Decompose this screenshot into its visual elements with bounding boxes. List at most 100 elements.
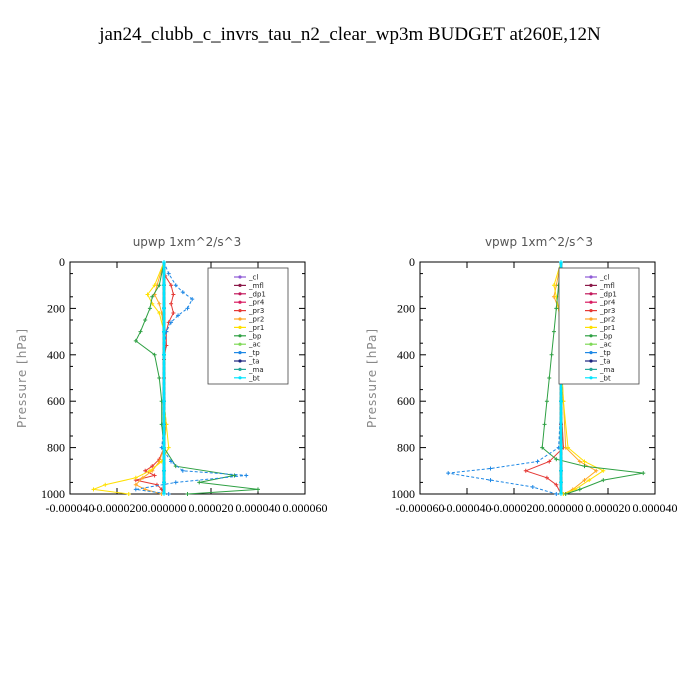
upwp-point-pr3 bbox=[169, 283, 174, 288]
upwp-point-bp bbox=[157, 376, 162, 380]
vpwp-point-bt bbox=[559, 445, 563, 450]
upwp-point-tp bbox=[173, 283, 178, 288]
vpwp-point-bp bbox=[641, 471, 646, 476]
upwp-legend-label-pr2: _pr2 bbox=[248, 316, 264, 324]
vpwp-point-bp bbox=[549, 352, 554, 357]
upwp-xtick-label: 0.000020 bbox=[189, 501, 234, 515]
vpwp-point-bt bbox=[559, 399, 563, 404]
vpwp-point-bp bbox=[577, 487, 582, 492]
upwp-point-bt bbox=[162, 445, 166, 450]
upwp-legend-label-mfl: _mfl bbox=[248, 282, 264, 290]
vpwp-xtick-label: -0.000020 bbox=[490, 501, 539, 515]
upwp-point-bt bbox=[162, 329, 166, 334]
vpwp-point-tp bbox=[530, 485, 535, 490]
vpwp-legend-marker-tp bbox=[589, 351, 593, 355]
upwp-point-tp bbox=[176, 313, 181, 318]
upwp-point-tp bbox=[173, 480, 178, 485]
upwp-point-tp bbox=[185, 306, 190, 311]
vpwp-point-bt bbox=[559, 468, 563, 473]
vpwp-xtick-label: 0.000000 bbox=[539, 501, 584, 515]
upwp-point-tp bbox=[244, 473, 249, 478]
upwp-point-pr2 bbox=[133, 482, 138, 487]
vpwp-panel: vpwp 1xm^2/s^3 Pressure [hPa] 0 200 400 600… bbox=[365, 235, 678, 515]
vpwp-point-bp bbox=[582, 464, 587, 469]
upwp-legend-marker-pr3 bbox=[238, 309, 242, 313]
upwp-point-pr3 bbox=[152, 473, 157, 478]
vpwp-point-pr1 bbox=[582, 459, 587, 464]
upwp-point-bp bbox=[185, 492, 190, 496]
upwp-point-pr1 bbox=[147, 468, 152, 473]
upwp-legend-marker-dp1 bbox=[238, 292, 242, 296]
upwp-legend-label-tp: _tp bbox=[248, 349, 260, 357]
vpwp-point-tp bbox=[446, 471, 451, 476]
upwp-point-bt bbox=[162, 399, 166, 404]
vpwp-legend-marker-ma bbox=[589, 367, 593, 371]
vpwp-point-bt bbox=[559, 492, 563, 496]
upwp-xtick-label: 0.000040 bbox=[236, 501, 281, 515]
upwp-point-tp bbox=[166, 492, 171, 496]
upwp-y-axis-label: Pressure [hPa] bbox=[15, 328, 29, 428]
upwp-legend-label-bp: _bp bbox=[248, 332, 262, 340]
upwp-point-bp bbox=[157, 283, 162, 288]
upwp-ytick-label: 600 bbox=[47, 394, 65, 408]
vpwp-legend-label-bt: _bt bbox=[599, 374, 611, 382]
vpwp-legend-label-ma: _ma bbox=[599, 366, 615, 374]
vpwp-point-tp bbox=[488, 478, 493, 483]
upwp-point-pr1 bbox=[103, 482, 108, 487]
vpwp-legend-label-ac: _ac bbox=[599, 341, 612, 349]
vpwp-ytick-label: 800 bbox=[397, 441, 415, 455]
upwp-panel: upwp 1xm^2/s^3 Pressure [hPa] 0 200 400 600… bbox=[15, 235, 328, 515]
upwp-point-pr1 bbox=[133, 475, 138, 480]
upwp-legend-label-cl: _cl bbox=[248, 274, 258, 282]
vpwp-point-tp bbox=[535, 459, 540, 464]
upwp-xtick-label: 0.000060 bbox=[283, 501, 328, 515]
vpwp-point-pr3 bbox=[547, 459, 552, 464]
upwp-xtick-label: -0.000020 bbox=[93, 501, 142, 515]
upwp-point-pr1 bbox=[166, 445, 171, 450]
vpwp-legend-box bbox=[558, 267, 640, 385]
figure-title: jan24_clubb_c_invrs_tau_n2_clear_wp3m BU… bbox=[98, 24, 601, 45]
vpwp-point-pr1 bbox=[566, 445, 571, 450]
upwp-point-bp bbox=[256, 487, 260, 492]
upwp-legend-label-bt: _bt bbox=[248, 374, 260, 382]
vpwp-legend-marker-dp1 bbox=[589, 292, 593, 296]
upwp-point-bp bbox=[232, 473, 237, 478]
vpwp-legend-label-pr3: _pr3 bbox=[599, 307, 615, 315]
upwp-point-pr3 bbox=[171, 292, 176, 297]
vpwp-point-bp bbox=[554, 306, 559, 311]
upwp-xtick-label: 0.000000 bbox=[142, 501, 187, 515]
vpwp-point-pr1 bbox=[601, 468, 606, 473]
upwp-ytick-label: 1000 bbox=[41, 487, 65, 501]
upwp-point-tp bbox=[166, 271, 171, 276]
upwp-point-bt bbox=[162, 260, 166, 264]
vpwp-legend-marker-pr4 bbox=[589, 300, 593, 304]
upwp-point-pr1 bbox=[91, 487, 96, 492]
vpwp-point-pr2 bbox=[594, 468, 599, 473]
upwp-legend-label-dp1: _dp1 bbox=[248, 290, 266, 298]
vpwp-point-pr1 bbox=[587, 478, 592, 483]
upwp-point-pr1 bbox=[157, 311, 162, 316]
upwp-legend-marker-ac bbox=[238, 342, 242, 346]
upwp-point-bt bbox=[162, 492, 166, 496]
upwp-point-pr3 bbox=[169, 301, 174, 306]
vpwp-panel-title: vpwp 1xm^2/s^3 bbox=[485, 235, 593, 249]
upwp-legend-label-pr4: _pr4 bbox=[248, 299, 265, 307]
upwp-legend-marker-cl bbox=[238, 275, 242, 279]
upwp-point-tp bbox=[133, 487, 138, 492]
upwp-ytick-label: 400 bbox=[47, 348, 65, 362]
upwp-point-tp bbox=[180, 290, 185, 295]
vpwp-legend-marker-cl bbox=[589, 275, 593, 279]
upwp-point-bt bbox=[162, 468, 166, 473]
upwp-point-bp bbox=[138, 329, 143, 334]
upwp-point-bt bbox=[162, 352, 166, 357]
vpwp-point-bt bbox=[559, 480, 563, 485]
vpwp-point-bp bbox=[547, 376, 552, 380]
upwp-point-tp bbox=[169, 320, 174, 325]
vpwp-point-pr3 bbox=[544, 475, 549, 480]
upwp-ytick-label: 200 bbox=[47, 301, 65, 315]
vpwp-legend-marker-bp bbox=[589, 334, 593, 338]
upwp-series-pr3 bbox=[135, 261, 174, 495]
vpwp-point-bp bbox=[563, 492, 568, 496]
vpwp-point-pr2 bbox=[582, 478, 587, 483]
upwp-ytick-label: 800 bbox=[47, 441, 65, 455]
